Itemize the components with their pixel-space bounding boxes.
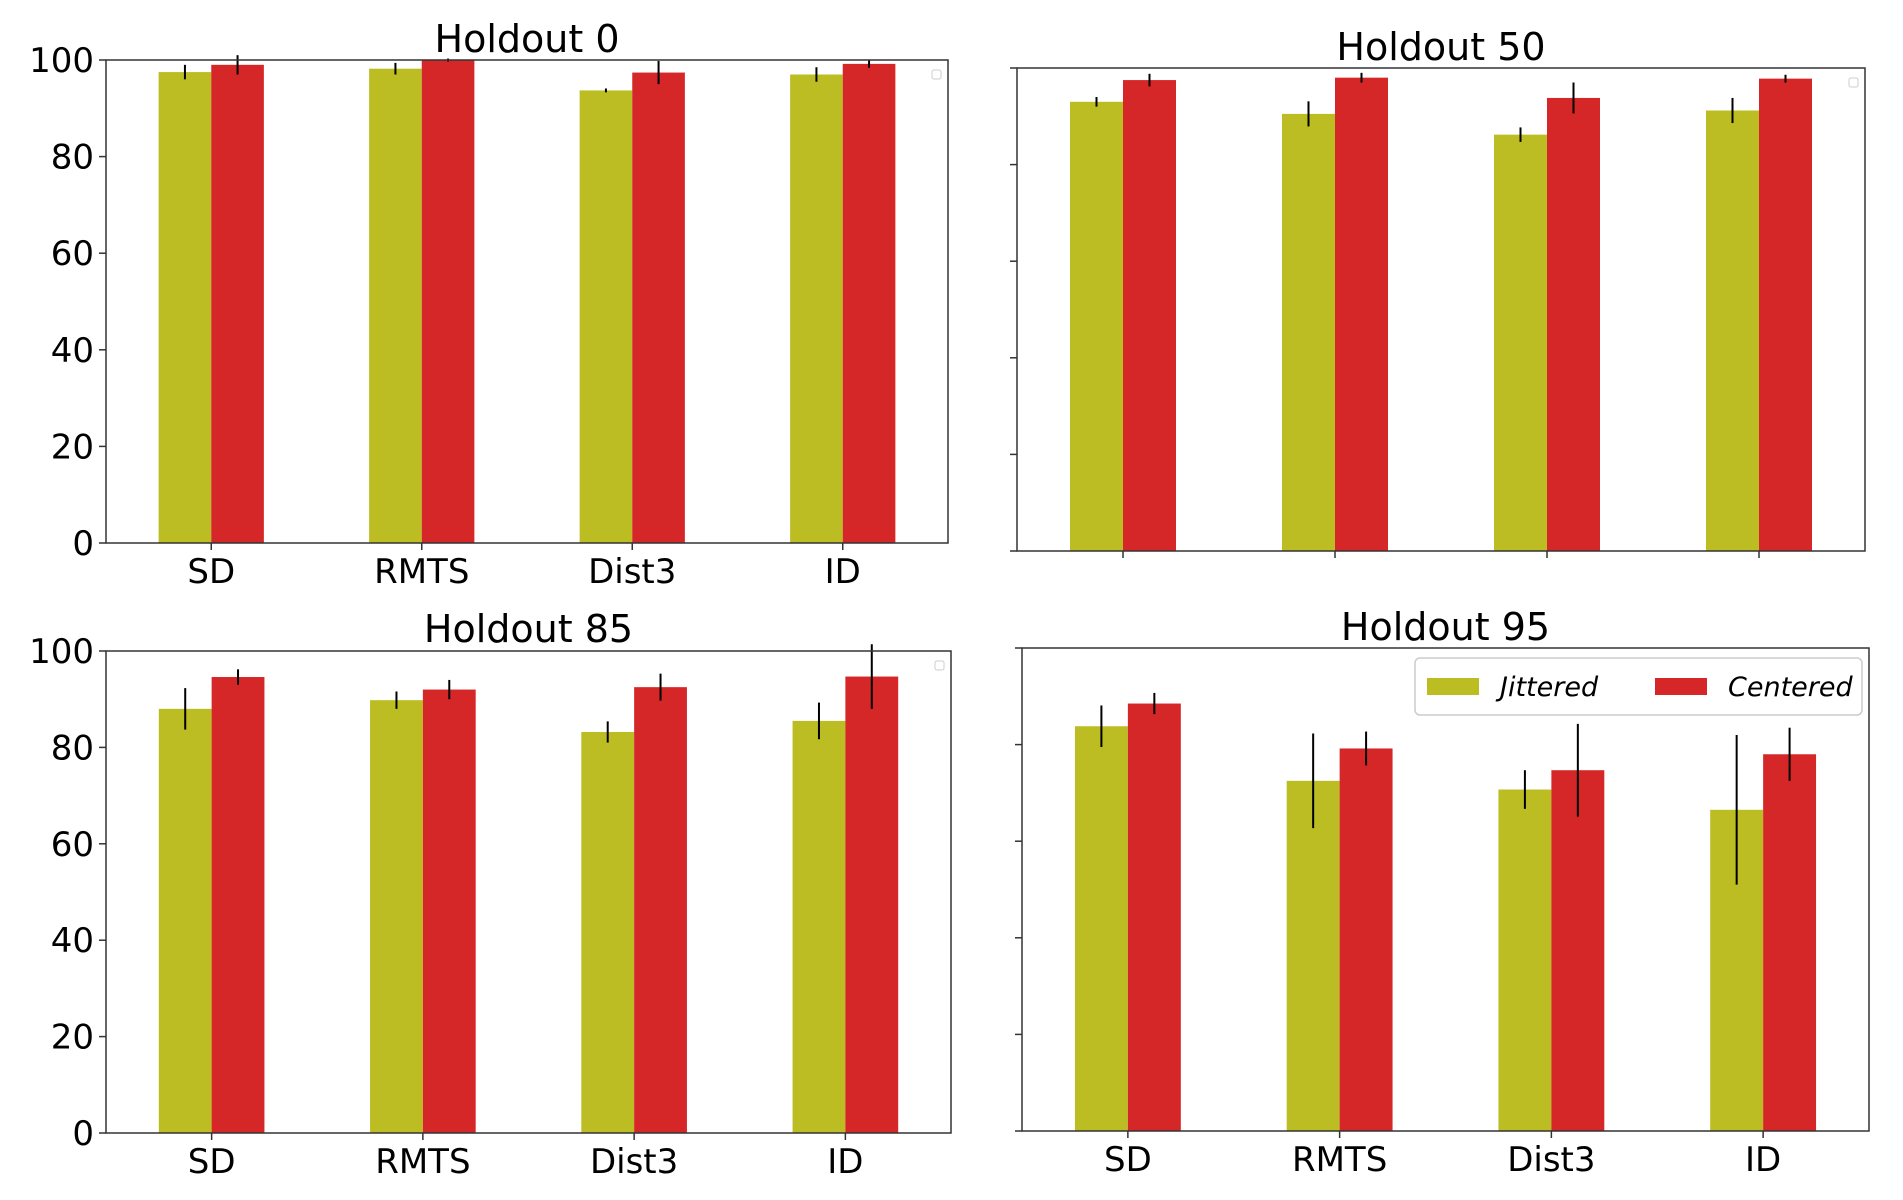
bar-jittered (369, 68, 422, 543)
y-tick-label: 100 (29, 632, 94, 672)
bar-jittered (790, 74, 843, 544)
bar-jittered (1286, 780, 1340, 1131)
y-tick-label: 60 (51, 234, 94, 274)
bar-jittered (579, 90, 633, 543)
x-tick-label: RMTS (374, 552, 469, 592)
legend-label-centered: Centered (1728, 672, 1853, 703)
y-tick-label: 20 (51, 1018, 94, 1058)
bar-centered (1123, 80, 1176, 551)
bar-centered (422, 689, 476, 1133)
x-tick-label: SD (188, 1142, 236, 1182)
bar-centered (211, 64, 264, 543)
empty-legend-icon (1848, 77, 1859, 88)
y-tick-label: 80 (51, 728, 94, 768)
x-tick-label: ID (1745, 1140, 1781, 1180)
chart-title: Holdout 50 (1336, 25, 1545, 69)
legend-box (1414, 657, 1863, 716)
bar-jittered (1498, 789, 1552, 1131)
bar-jittered (1706, 110, 1759, 551)
y-tick-label: 0 (72, 524, 94, 564)
x-tick-label: RMTS (1292, 1140, 1387, 1180)
bar-centered (1335, 77, 1388, 551)
bar-centered (845, 676, 899, 1133)
chart-title: Holdout 95 (1341, 605, 1550, 649)
y-tick-label: 40 (51, 331, 94, 371)
bar-centered (1551, 770, 1605, 1131)
bar-jittered (370, 700, 423, 1133)
bar-centered (211, 677, 265, 1133)
legend-swatch-jittered (1427, 678, 1479, 695)
bar-centered (1339, 748, 1393, 1131)
x-tick-label: RMTS (375, 1142, 470, 1182)
chart-panel-3: Holdout 95 SD RMTS Dist3 ID Jittered Centered (1015, 605, 1870, 1180)
x-tick-label: SD (1104, 1140, 1152, 1180)
axes-frame (1016, 67, 1866, 552)
x-tick-label: Dist3 (590, 1142, 678, 1182)
bar-centered (634, 687, 687, 1133)
bar-centered (1759, 78, 1812, 551)
empty-legend-icon (934, 660, 945, 671)
chart-panel-2: Holdout 85 0 20 40 60 80 100 SD RMTS Dist3 ID (29, 607, 952, 1182)
x-tick-label: SD (187, 552, 235, 592)
y-tick-label: 60 (51, 825, 94, 865)
x-tick-label: Dist3 (1507, 1140, 1595, 1180)
bar-jittered (1494, 134, 1547, 552)
y-tick-label: 80 (51, 138, 94, 178)
bar-centered (1127, 703, 1181, 1131)
bar-centered (1763, 754, 1817, 1131)
bar-centered (1547, 97, 1600, 552)
chart-panel-1: Holdout 50 (1010, 25, 1866, 558)
bar-jittered (158, 72, 212, 543)
bar-centered (632, 72, 685, 544)
x-tick-label: Dist3 (588, 552, 676, 592)
legend-label-jittered: Jittered (1495, 672, 1599, 703)
x-tick-label: ID (825, 552, 861, 592)
bar-jittered (1282, 113, 1335, 551)
y-tick-label: 40 (51, 921, 94, 961)
bar-jittered (581, 731, 635, 1133)
legend-swatch-centered (1655, 678, 1707, 695)
bar-jittered (792, 720, 846, 1133)
axes-frame (105, 650, 952, 1134)
chart-panel-0: Holdout 0 0 20 40 60 80 100 SD RMTS Dist3 ID (29, 17, 949, 592)
bar-centered (421, 60, 475, 543)
x-tick-label: ID (827, 1142, 863, 1182)
y-tick-label: 20 (51, 427, 94, 467)
bar-centered (842, 63, 896, 543)
y-tick-label: 100 (29, 41, 94, 81)
axes-frame (105, 59, 949, 544)
bar-jittered (1074, 726, 1128, 1131)
empty-legend-icon (931, 69, 942, 80)
y-tick-label: 0 (72, 1114, 94, 1154)
chart-title: Holdout 0 (435, 17, 620, 61)
bar-jittered (158, 708, 212, 1133)
chart-title: Holdout 85 (424, 607, 633, 651)
axes-frame (1021, 647, 1870, 1132)
bar-jittered (1070, 101, 1123, 551)
